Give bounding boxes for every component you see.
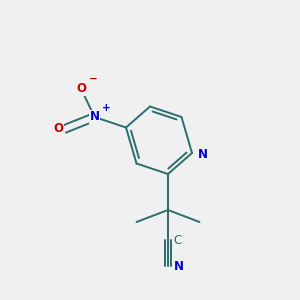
Text: −: −: [89, 74, 98, 84]
Text: O: O: [53, 122, 64, 136]
Text: N: N: [197, 148, 207, 161]
Text: N: N: [173, 260, 183, 274]
Text: C: C: [173, 233, 182, 247]
Text: N: N: [89, 110, 100, 124]
Text: +: +: [101, 103, 110, 113]
Text: O: O: [76, 82, 86, 95]
